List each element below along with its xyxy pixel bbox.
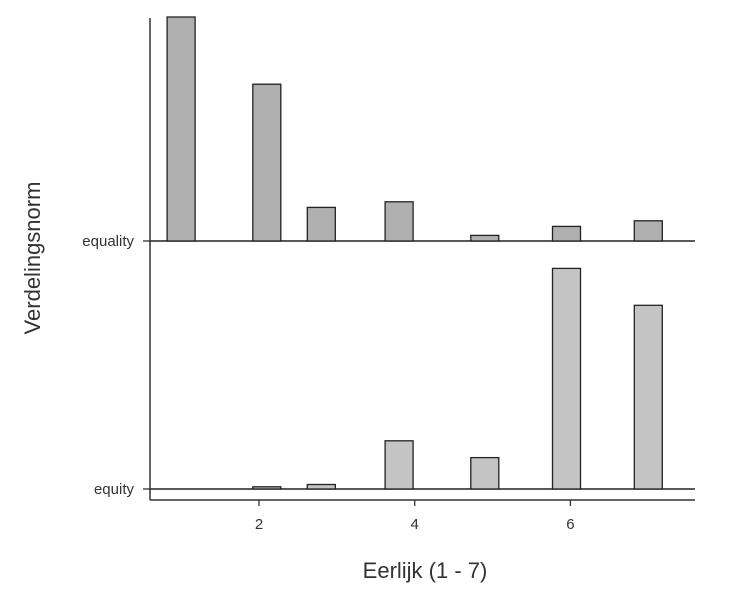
- y-tick-label-equality: equality: [82, 233, 134, 250]
- bar-equality-7: [633, 220, 663, 242]
- bar-equity-4.9: [470, 456, 500, 490]
- bar-equity-7: [633, 304, 663, 490]
- bar-equity-3.8: [384, 440, 414, 490]
- bar-equity-5.95: [551, 267, 582, 490]
- ridge-equality: [150, 16, 695, 242]
- bar-equality-3.8: [384, 201, 414, 242]
- ridges-layer: [150, 16, 695, 490]
- x-ticks: 2 4 6: [255, 500, 575, 533]
- bar-equality-4.9: [470, 234, 500, 242]
- x-axis-title: Eerlijk (1 - 7): [363, 558, 488, 583]
- bar-equity-2.1: [252, 486, 282, 490]
- y-tick-label-equity: equity: [94, 481, 135, 498]
- x-tick-label: 6: [566, 516, 574, 533]
- bar-equity-2.8: [306, 483, 336, 490]
- bar-equality-5.95: [551, 225, 582, 242]
- bar-equality-2.1: [252, 83, 282, 242]
- bar-equality-1: [166, 16, 196, 242]
- y-ticks: equality equity: [82, 233, 150, 498]
- x-tick-label: 2: [255, 516, 263, 533]
- ridge-equity: [150, 267, 695, 490]
- bar-equality-2.8: [306, 206, 336, 242]
- x-tick-label: 4: [411, 516, 419, 533]
- y-axis-title: Verdelingsnorm: [20, 182, 45, 335]
